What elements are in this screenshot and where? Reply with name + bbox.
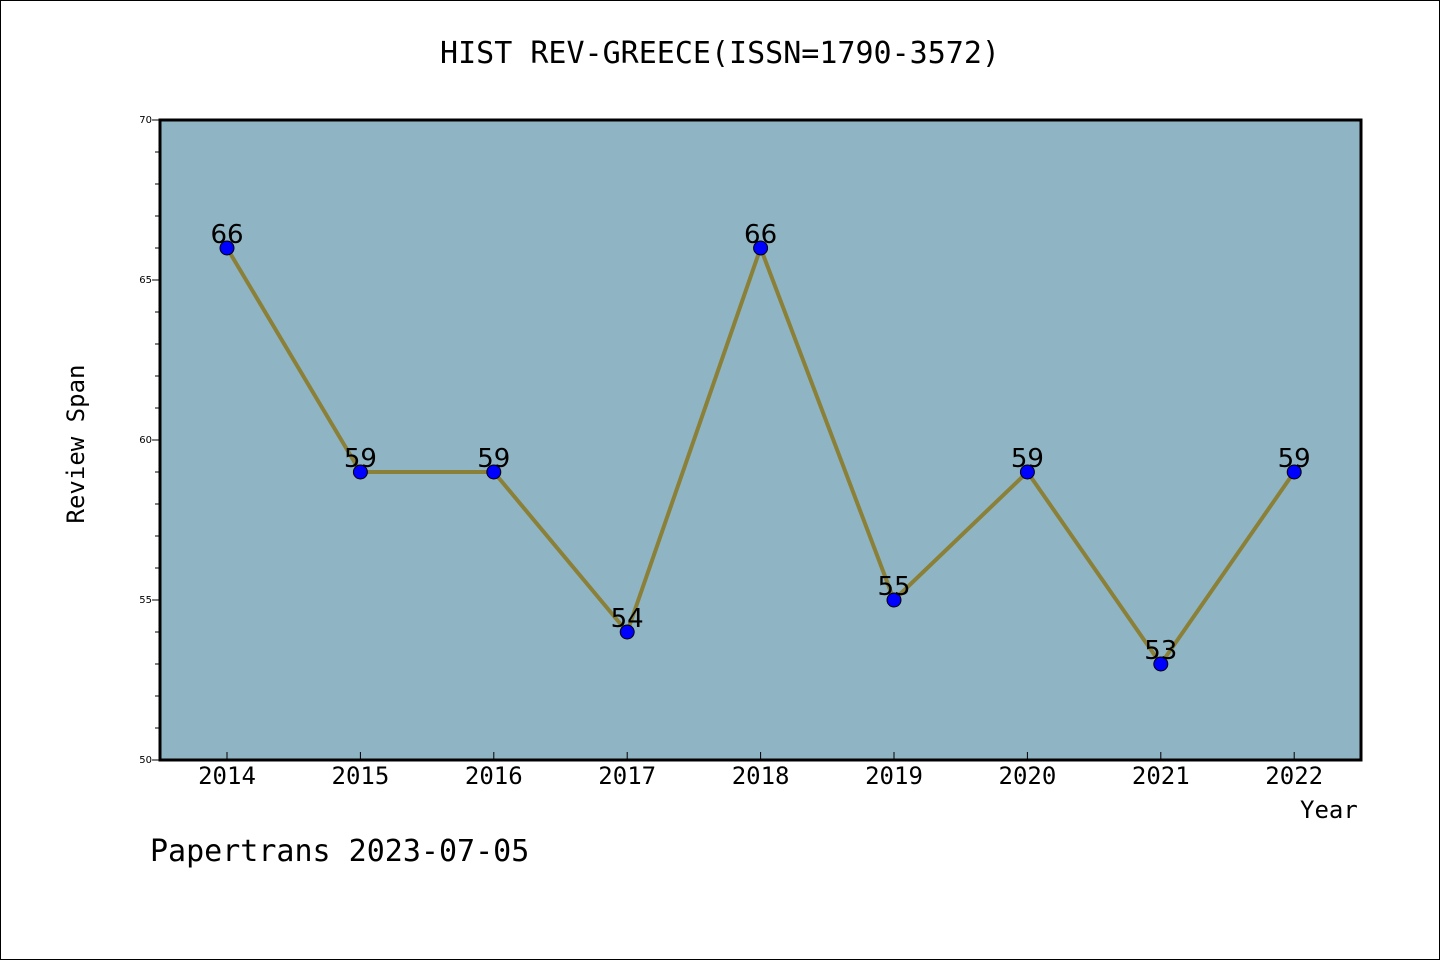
data-label: 55	[877, 572, 910, 602]
x-tick-label: 2018	[732, 762, 790, 790]
data-point	[1286, 464, 1302, 480]
data-label: 53	[1144, 636, 1177, 666]
x-tick-label: 2015	[332, 762, 390, 790]
data-label: 59	[344, 444, 377, 474]
y-tick-label: 55	[139, 595, 152, 606]
data-label: 59	[1278, 444, 1311, 474]
x-tick-label: 2019	[865, 762, 923, 790]
y-tick-label: 65	[139, 275, 152, 286]
data-point	[753, 240, 769, 256]
data-point	[486, 464, 502, 480]
y-axis-label: Review Span	[62, 364, 90, 524]
data-label: 59	[1011, 444, 1044, 474]
data-point	[1019, 464, 1035, 480]
y-tick-label: 50	[139, 755, 152, 766]
data-label: 66	[210, 220, 243, 250]
data-point	[219, 240, 235, 256]
footer-watermark: Papertrans 2023-07-05	[150, 834, 530, 869]
x-axis: 2014 2015 2016 2017 2018 2019 2020 2021 2022	[198, 752, 1323, 790]
plot-area	[160, 120, 1361, 760]
data-point	[352, 464, 368, 480]
data-label: 66	[744, 220, 777, 250]
y-tick-label: 70	[139, 115, 152, 126]
x-tick-label: 2014	[198, 762, 256, 790]
data-label: 59	[477, 444, 510, 474]
data-label: 54	[611, 604, 644, 634]
y-tick-label: 60	[139, 435, 152, 446]
x-axis-label: Year	[1300, 796, 1358, 824]
data-point	[886, 592, 902, 608]
x-tick-label: 2021	[1132, 762, 1190, 790]
data-point	[619, 624, 635, 640]
series: 66 59 59 54 66 55 59 53 59	[210, 220, 1311, 672]
y-axis: 50 55 60 65 70	[139, 115, 160, 766]
plot-border	[158, 118, 1363, 762]
data-point	[1153, 656, 1169, 672]
x-tick-label: 2017	[598, 762, 656, 790]
chart-title: HIST REV-GREECE(ISSN=1790-3572)	[440, 36, 1000, 71]
x-tick-label: 2020	[999, 762, 1057, 790]
x-tick-label: 2022	[1265, 762, 1323, 790]
x-tick-label: 2016	[465, 762, 523, 790]
